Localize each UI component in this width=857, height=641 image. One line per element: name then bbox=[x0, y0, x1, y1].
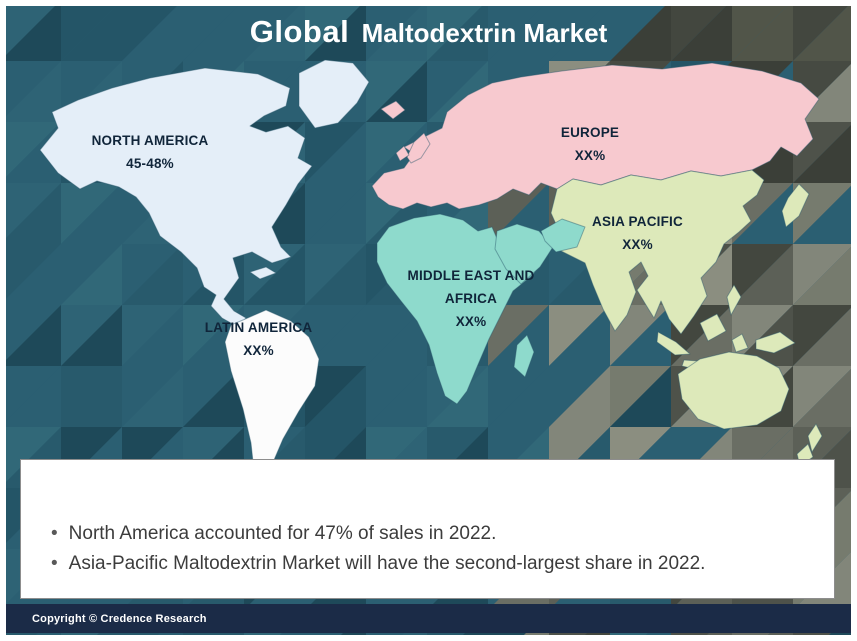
map-japan bbox=[781, 183, 810, 228]
region-name: MIDDLE EAST AND bbox=[407, 268, 535, 283]
region-name-line2: AFRICA bbox=[444, 290, 498, 306]
insight-bullet: • Asia-Pacific Maltodextrin Market will … bbox=[51, 549, 820, 578]
map-asia bbox=[550, 169, 765, 335]
region-name: LATIN AMERICA bbox=[204, 320, 313, 335]
region-share: XX% bbox=[574, 147, 606, 163]
map-australia bbox=[677, 351, 790, 430]
bullet-marker: • bbox=[51, 523, 58, 545]
map-sumatra bbox=[656, 331, 691, 356]
region-label-europe: EUROPE XX% bbox=[535, 122, 645, 168]
region-label-latin-america: LATIN AMERICA XX% bbox=[196, 317, 321, 363]
region-share: XX% bbox=[455, 313, 487, 329]
map-ireland bbox=[395, 145, 410, 162]
bullet-marker: • bbox=[51, 552, 58, 574]
region-name: EUROPE bbox=[560, 125, 620, 140]
region-label-asia-pacific: ASIA PACIFIC XX% bbox=[570, 211, 705, 257]
map-greenland bbox=[298, 59, 370, 129]
region-label-north-america: NORTH AMERICA 45-48% bbox=[55, 130, 245, 176]
region-label-middle-east-africa: MIDDLE EAST AND AFRICA XX% bbox=[397, 265, 545, 334]
insights-panel: • North America accounted for 47% of sal… bbox=[20, 459, 835, 599]
map-madagascar bbox=[513, 334, 535, 378]
map-arabian-peninsula bbox=[494, 223, 554, 285]
region-share: XX% bbox=[622, 236, 653, 252]
map-iceland bbox=[380, 100, 406, 120]
region-name: ASIA PACIFIC bbox=[592, 214, 683, 229]
map-new-zealand-north bbox=[807, 423, 823, 453]
map-sulawesi bbox=[731, 333, 749, 353]
insight-text: North America accounted for 47% of sales… bbox=[68, 523, 497, 545]
region-share: 45-48% bbox=[126, 155, 174, 171]
insight-text: Asia-Pacific Maltodextrin Market will ha… bbox=[68, 552, 706, 574]
map-north-america bbox=[39, 67, 313, 328]
map-europe-russia bbox=[371, 62, 820, 210]
title-word-global: Global bbox=[249, 14, 350, 49]
footer-bar: Copyright © Credence Research bbox=[6, 604, 851, 633]
map-cuba bbox=[249, 266, 277, 280]
insight-bullet: • North America accounted for 47% of sal… bbox=[51, 519, 820, 548]
region-name: NORTH AMERICA bbox=[91, 133, 209, 148]
region-share: XX% bbox=[243, 342, 274, 358]
map-new-guinea bbox=[755, 331, 796, 354]
page-title: Global Maltodextrin Market bbox=[0, 14, 857, 50]
map-iran-region bbox=[540, 218, 586, 253]
map-philippines bbox=[726, 284, 742, 316]
map-united-kingdom bbox=[406, 132, 431, 164]
title-rest: Maltodextrin Market bbox=[361, 18, 608, 48]
map-borneo bbox=[699, 313, 727, 342]
copyright-text: Copyright © Credence Research bbox=[32, 612, 207, 625]
